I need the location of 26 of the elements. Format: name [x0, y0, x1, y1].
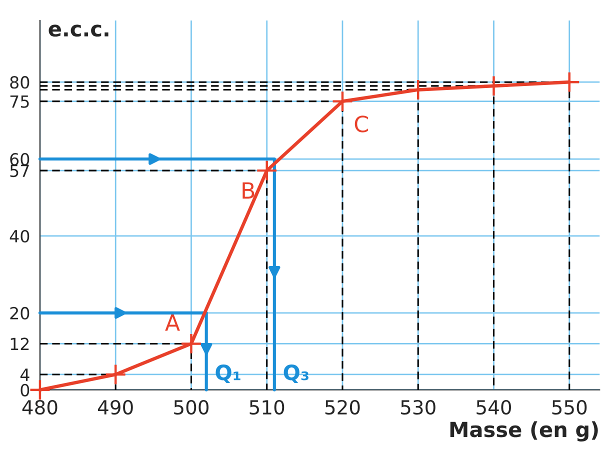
- annotation: C: [354, 116, 368, 132]
- annotation: A: [165, 314, 180, 331]
- y-axis-title: e.c.c.: [48, 24, 108, 37]
- x-tick-label: 490: [98, 400, 133, 415]
- point: [256, 160, 278, 182]
- y-tick-label: 60: [10, 152, 30, 166]
- y-tick-label: 12: [10, 338, 29, 350]
- x-tick-label: 540: [476, 400, 512, 415]
- x-tick-label: 520: [325, 400, 360, 415]
- point: [104, 364, 126, 386]
- y-tick-label: 4: [20, 368, 30, 381]
- annotation: B: [242, 182, 254, 199]
- x-tick-label: 480: [22, 400, 58, 415]
- x-tick-label: 530: [401, 400, 436, 415]
- x-tick-label: 550: [552, 400, 587, 415]
- point: [332, 90, 354, 112]
- x-tick-label: 500: [174, 400, 208, 415]
- x-tick-label: 510: [250, 400, 284, 415]
- point: [29, 379, 51, 401]
- y-tick-label: 80: [10, 76, 30, 89]
- y-tick-label: 0: [20, 384, 30, 396]
- y-tick-label: 40: [10, 230, 30, 243]
- x-axis-title: Masse (en g): [450, 421, 598, 442]
- y-tick-label: 75: [10, 96, 29, 108]
- point: [180, 332, 202, 355]
- y-tick-label: 20: [10, 306, 30, 320]
